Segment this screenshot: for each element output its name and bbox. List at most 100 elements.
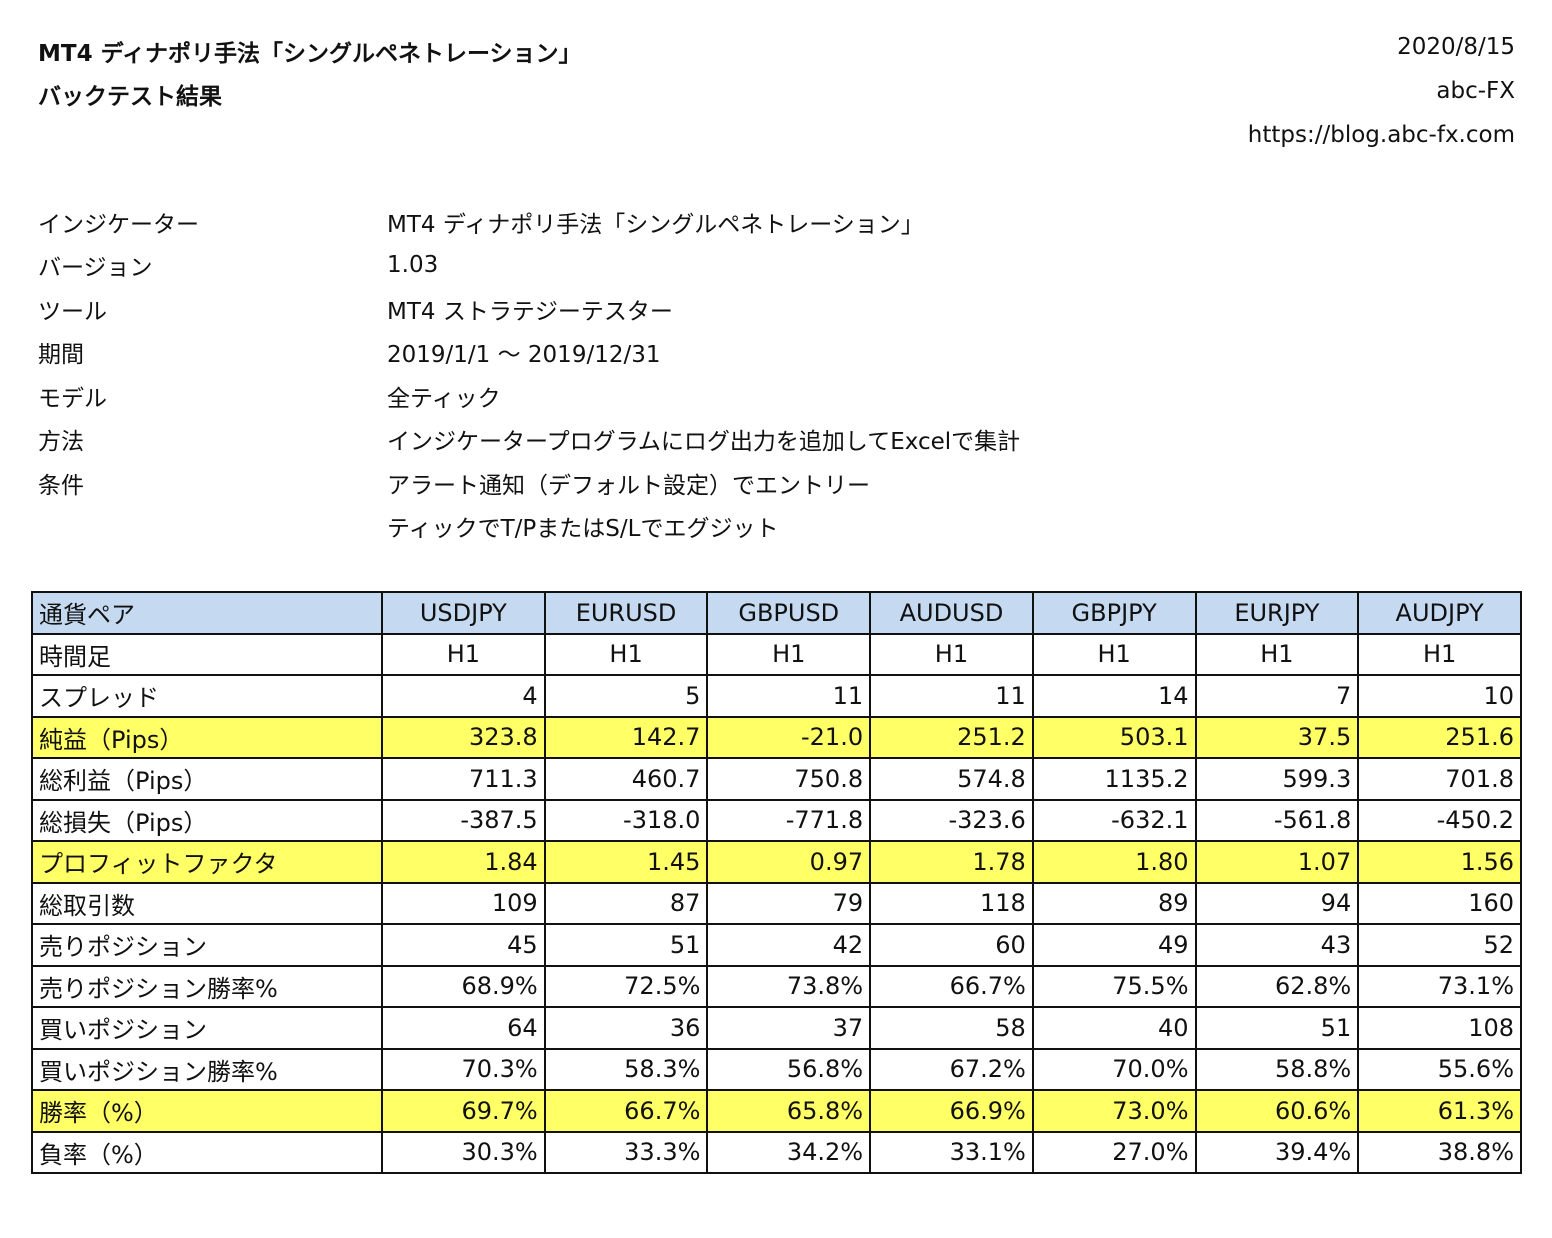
table-cell: 58 [869,1006,1034,1050]
table-cell: -21.0 [706,715,872,759]
table-cell: 1.80 [1031,840,1197,884]
table-cell: H1 [381,632,546,676]
table-row: 時間足 H1 H1 H1 H1 H1 H1 H1 [31,632,1522,676]
table-cell: 66.7% [869,964,1034,1008]
info-label: バージョン [38,255,153,282]
table-cell: 701.8 [1357,757,1522,801]
table-row: 負率（%） 30.3% 33.3% 34.2% 33.1% 27.0% 39.4% 38.8% [31,1130,1522,1174]
table-cell: 45 [381,923,546,967]
table-cell: 5 [543,674,709,718]
table-cell: 73.1% [1357,964,1522,1008]
info-value: MT4 ストラテジーテスター [387,298,673,325]
table-cell: 66.7% [543,1089,709,1133]
table-cell: -450.2 [1357,798,1522,842]
info-label: 期間 [38,342,84,369]
column-header: AUDJPY [1357,591,1522,635]
table-cell: 750.8 [706,757,872,801]
table-row: 買いポジション 64 36 37 58 40 51 108 [31,1006,1522,1050]
table-cell: 1.78 [869,840,1034,884]
table-cell: 39.4% [1194,1130,1360,1174]
table-cell: 574.8 [869,757,1034,801]
table-cell: 52 [1357,923,1522,967]
column-header: GBPUSD [706,591,872,635]
table-cell: 87 [543,881,709,925]
page-subtitle: バックテスト結果 [38,84,222,110]
info-row: 条件 アラート通知（デフォルト設定）でエントリー [38,461,1238,505]
table-cell: 70.0% [1031,1047,1197,1091]
info-row: モデル 全ティック [38,374,1238,418]
table-cell: 251.6 [1357,715,1522,759]
table-cell: 251.2 [869,715,1034,759]
table-cell: 40 [1031,1006,1197,1050]
column-header: USDJPY [381,591,546,635]
info-label: 条件 [38,472,84,499]
column-header: AUDUSD [869,591,1034,635]
table-cell: H1 [869,632,1034,676]
table-cell: 94 [1194,881,1360,925]
table-row: プロフィットファクタ 1.84 1.45 0.97 1.78 1.80 1.07 1.56 [31,840,1522,884]
info-row: 方法 インジケータープログラムにログ出力を追加してExcelで集計 [38,418,1238,462]
table-cell: 38.8% [1357,1130,1522,1174]
table-cell: 68.9% [381,964,546,1008]
row-label: 総損失（Pips） [31,798,383,842]
info-value: ティックでT/PまたはS/Lでエグジット [387,516,779,543]
table-cell: 1.56 [1357,840,1522,884]
table-cell: -632.1 [1031,798,1197,842]
info-row: インジケーター MT4 ディナポリ手法「シングルペネトレーション」 [38,200,1238,244]
table-cell: H1 [543,632,709,676]
info-value: インジケータープログラムにログ出力を追加してExcelで集計 [387,429,1021,456]
info-row: 期間 2019/1/1 ～ 2019/12/31 [38,331,1238,375]
table-cell: 42 [706,923,872,967]
page-title: MT4 ディナポリ手法「シングルペネトレーション」 [38,41,582,67]
table-cell: 118 [869,881,1034,925]
table-row: 総損失（Pips） -387.5 -318.0 -771.8 -323.6 -632.1-… [31,798,1522,842]
table-cell: 711.3 [381,757,546,801]
table-cell: 4 [381,674,546,718]
row-label: スプレッド [31,674,383,718]
table-cell: 58.3% [543,1047,709,1091]
table-cell: 7 [1194,674,1360,718]
table-row: 勝率（%） 69.7% 66.7% 65.8% 66.9% 73.0% 60.6% 61.3% [31,1089,1522,1133]
table-cell: 36 [543,1006,709,1050]
table-cell: 69.7% [381,1089,546,1133]
table-cell: H1 [1357,632,1522,676]
table-cell: 14 [1031,674,1197,718]
info-value: アラート通知（デフォルト設定）でエントリー [387,472,870,499]
table-cell: 37.5 [1194,715,1360,759]
row-label: 負率（%） [31,1130,383,1174]
table-cell: -318.0 [543,798,709,842]
table-row: 総取引数 109 87 79 118 89 94 160 [31,881,1522,925]
table-cell: 160 [1357,881,1522,925]
table-cell: 73.8% [706,964,872,1008]
results-table: 通貨ペア USDJPY EURUSD GBPUSD AUDUSD GBPJPY EURJPY… [31,591,1522,1174]
report-date: 2020/8/15 [1397,34,1515,60]
table-cell: 323.8 [381,715,546,759]
table-cell: 599.3 [1194,757,1360,801]
table-cell: 51 [543,923,709,967]
table-cell: 109 [381,881,546,925]
row-label: 売りポジション勝率% [31,964,383,1008]
table-cell: 67.2% [869,1047,1034,1091]
table-cell: H1 [706,632,872,676]
table-cell: 73.0% [1031,1089,1197,1133]
table-cell: 70.3% [381,1047,546,1091]
table-cell: 66.9% [869,1089,1034,1133]
table-cell: 1135.2 [1031,757,1197,801]
info-value: 1.03 [387,252,439,279]
info-label: 方法 [38,429,84,456]
table-row: スプレッド 4 5 11 11 14 7 10 [31,674,1522,718]
table-cell: 60.6% [1194,1089,1360,1133]
table-cell: 34.2% [706,1130,872,1174]
info-row: ツール MT4 ストラテジーテスター [38,287,1238,331]
table-cell: 10 [1357,674,1522,718]
row-label: 総取引数 [31,881,383,925]
table-cell: 49 [1031,923,1197,967]
table-cell: 503.1 [1031,715,1197,759]
table-row: 買いポジション勝率% 70.3% 58.3% 56.8% 67.2% 70.0% 58.8%… [31,1047,1522,1091]
column-header: GBPJPY [1031,591,1197,635]
table-cell: 75.5% [1031,964,1197,1008]
table-cell: 55.6% [1357,1047,1522,1091]
table-cell: 72.5% [543,964,709,1008]
table-cell: 30.3% [381,1130,546,1174]
table-cell: 61.3% [1357,1089,1522,1133]
